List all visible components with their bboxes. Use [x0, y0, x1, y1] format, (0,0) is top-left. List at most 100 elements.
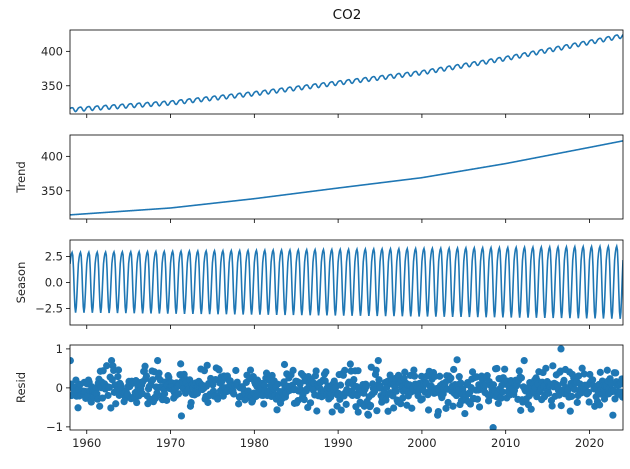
resid-point [501, 365, 509, 373]
season-line [70, 243, 623, 319]
y-tick-label: 1 [56, 342, 63, 356]
resid-point [230, 390, 238, 398]
axes-frame [69, 29, 624, 115]
plot-area [70, 243, 623, 319]
resid-point [99, 367, 107, 375]
resid-point [98, 394, 107, 402]
resid-point [489, 381, 498, 389]
resid-point [424, 406, 433, 414]
resid-point [418, 395, 426, 403]
resid-point [103, 362, 111, 370]
resid-point [297, 385, 305, 394]
resid-point [104, 391, 112, 400]
x-tick-label: 1970 [156, 436, 185, 450]
resid-point [549, 362, 557, 370]
resid-point [313, 407, 321, 415]
resid-point [108, 376, 116, 384]
x-tick-label: 2020 [575, 436, 604, 450]
resid-point [452, 391, 461, 400]
y-tick-label: 2.5 [45, 250, 63, 264]
resid-point [527, 405, 535, 413]
resid-point [548, 402, 556, 410]
resid-point [322, 368, 330, 376]
y-axis-label: Resid [14, 372, 28, 403]
resid-point [187, 398, 195, 407]
resid-point [260, 400, 268, 408]
panel-resid: 1 0 −1 1960 1970 1980 1990 2000 2010 2020 Resid [14, 342, 624, 450]
y-tick-label: 350 [41, 184, 63, 198]
resid-point [177, 412, 186, 420]
resid-point [151, 394, 160, 402]
resid-point [70, 357, 74, 365]
y-tick-label: 0.0 [45, 276, 63, 290]
resid-point [560, 376, 568, 384]
resid-point [483, 372, 491, 380]
resid-point [342, 400, 350, 408]
resid-point [141, 362, 149, 370]
resid-point [273, 406, 281, 414]
series-line [70, 34, 623, 113]
resid-point [401, 368, 409, 376]
resid-point [364, 411, 373, 419]
x-tick-label: 1990 [323, 436, 352, 450]
resid-point [154, 357, 162, 365]
resid-point [174, 390, 183, 398]
panel-season: 2.5 0.0 −2.5 Season [14, 239, 624, 329]
resid-point [260, 381, 269, 389]
resid-point [200, 367, 209, 375]
series-line [70, 140, 623, 216]
resid-point [366, 401, 375, 410]
chart-title: CO2 [333, 7, 362, 23]
resid-point [328, 408, 336, 416]
resid-point [447, 374, 455, 382]
resid-point [489, 424, 497, 430]
resid-point [262, 369, 271, 377]
resid-point [235, 400, 243, 408]
resid-point [568, 392, 576, 400]
resid-point [375, 376, 383, 384]
resid-point [105, 383, 114, 392]
plot-area [70, 345, 623, 430]
resid-point [372, 366, 380, 374]
resid-point [584, 388, 593, 396]
resid-point [155, 369, 163, 377]
resid-point [93, 390, 101, 398]
y-tick-label: 350 [41, 79, 63, 93]
resid-point [149, 376, 157, 384]
resid-point [214, 395, 222, 403]
plot-area [70, 140, 623, 216]
resid-point [371, 387, 379, 395]
y-axis-label: Season [14, 262, 28, 304]
resid-point [468, 368, 477, 376]
resid-point [346, 360, 354, 368]
resid-point [497, 394, 505, 402]
resid-point [618, 375, 623, 383]
resid-point [399, 394, 407, 402]
resid-point [436, 372, 444, 380]
resid-point [520, 357, 528, 365]
resid-point [362, 382, 370, 390]
resid-point [204, 398, 212, 407]
resid-point [384, 407, 392, 415]
resid-point [573, 398, 581, 407]
resid-point [397, 400, 405, 408]
resid-point [493, 364, 501, 373]
resid-point [280, 360, 289, 369]
x-tick-label: 1980 [240, 436, 269, 450]
resid-point [350, 376, 358, 384]
resid-point [306, 399, 315, 407]
resid-point [578, 364, 586, 372]
resid-point [133, 398, 141, 407]
resid-point [246, 366, 255, 374]
resid-point [112, 400, 120, 408]
resid-point [557, 401, 565, 410]
resid-point [114, 373, 122, 381]
panel-trend: 350 400 Trend [14, 134, 624, 223]
axes-frame [69, 134, 624, 220]
resid-point [461, 409, 469, 418]
resid-point [575, 372, 583, 380]
resid-point [337, 406, 345, 414]
resid-point [341, 366, 349, 374]
resid-point [417, 372, 426, 380]
resid-point [354, 367, 362, 375]
